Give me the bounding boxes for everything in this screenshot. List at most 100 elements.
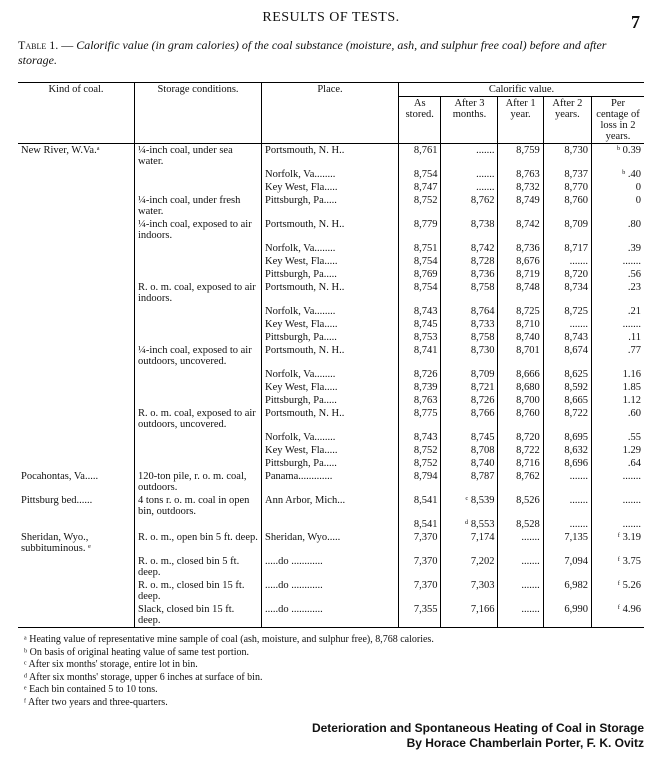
cell-y2: 8,696 — [543, 457, 591, 470]
cell-y1: ....... — [498, 555, 543, 579]
cell-pct: ᶠ 3.75 — [592, 555, 645, 579]
table-row: Sheridan, Wyo., subbituminous. ᵉR. o. m.… — [18, 531, 644, 555]
cell-m3: 8,726 — [441, 394, 498, 407]
cell-m3: 7,303 — [441, 579, 498, 603]
cell-m3: 7,174 — [441, 531, 498, 555]
cell-kind — [18, 381, 135, 394]
cell-kind — [18, 268, 135, 281]
cell-place: Norfolk, Va........ — [262, 431, 399, 444]
cell-kind — [18, 603, 135, 628]
cell-m3: 8,740 — [441, 457, 498, 470]
cell-kind — [18, 431, 135, 444]
cell-pct: ....... — [592, 518, 645, 531]
cell-pct: .11 — [592, 331, 645, 344]
table-row: Pittsburgh, Pa.....8,7698,7368,7198,720.… — [18, 268, 644, 281]
cell-pct: ....... — [592, 318, 645, 331]
cell-y1: 8,732 — [498, 181, 543, 194]
cell-as: 8,743 — [399, 305, 441, 318]
cell-kind — [18, 218, 135, 242]
cell-place: Pittsburgh, Pa..... — [262, 331, 399, 344]
cell-m3: 8,736 — [441, 268, 498, 281]
cell-y1: 8,762 — [498, 470, 543, 494]
cell-kind — [18, 394, 135, 407]
cell-as: 7,370 — [399, 531, 441, 555]
cell-place: Key West, Fla..... — [262, 181, 399, 194]
cell-as: 8,741 — [399, 344, 441, 368]
cell-place: Pittsburgh, Pa..... — [262, 457, 399, 470]
col-kind: Kind of coal. — [18, 83, 135, 144]
table-row: R. o. m., closed bin 15 ft. deep......do… — [18, 579, 644, 603]
cell-as: 8,726 — [399, 368, 441, 381]
cell-y1: 8,748 — [498, 281, 543, 305]
cell-place: Key West, Fla..... — [262, 381, 399, 394]
cell-pct: 1.29 — [592, 444, 645, 457]
cell-cond — [135, 268, 262, 281]
cell-kind — [18, 518, 135, 531]
cell-as: 8,541 — [399, 494, 441, 518]
cell-as: 8,794 — [399, 470, 441, 494]
cell-y1: 8,676 — [498, 255, 543, 268]
table-row: ¼-inch coal, exposed to air outdoors, un… — [18, 344, 644, 368]
cell-m3: 7,166 — [441, 603, 498, 628]
cell-pct: .56 — [592, 268, 645, 281]
cell-as: 8,541 — [399, 518, 441, 531]
cell-as: 7,370 — [399, 555, 441, 579]
cell-kind — [18, 368, 135, 381]
cell-y1: 8,760 — [498, 407, 543, 431]
cell-y2: ....... — [543, 318, 591, 331]
cell-y1: 8,701 — [498, 344, 543, 368]
cell-y1: 8,722 — [498, 444, 543, 457]
cell-kind: Pocahontas, Va..... — [18, 470, 135, 494]
table-row: Pittsburgh, Pa.....8,7638,7268,7008,6651… — [18, 394, 644, 407]
table-caption: Table 1. — Calorific value (in gram calo… — [18, 38, 644, 68]
cell-pct: ....... — [592, 255, 645, 268]
cell-m3: 8,758 — [441, 281, 498, 305]
cell-cond — [135, 305, 262, 318]
cell-y2: 8,743 — [543, 331, 591, 344]
cell-y1: 8,749 — [498, 194, 543, 218]
cell-pct: .21 — [592, 305, 645, 318]
cell-pct: 0 — [592, 194, 645, 218]
cell-cond — [135, 368, 262, 381]
cell-cond: Slack, closed bin 15 ft. deep. — [135, 603, 262, 628]
table-row: Key West, Fla.....8,7548,7288,676.......… — [18, 255, 644, 268]
cell-kind — [18, 281, 135, 305]
cell-as: 8,752 — [399, 194, 441, 218]
cell-cond: ¼-inch coal, under fresh water. — [135, 194, 262, 218]
col-after-2y: After 2 years. — [543, 97, 591, 144]
cell-m3: 8,738 — [441, 218, 498, 242]
cell-as: 8,761 — [399, 144, 441, 169]
cell-place: Pittsburgh, Pa..... — [262, 394, 399, 407]
credit-title: Deterioration and Spontaneous Heating of… — [18, 721, 644, 736]
cell-y1: 8,736 — [498, 242, 543, 255]
table-row: Norfolk, Va........8,7438,7458,7208,695.… — [18, 431, 644, 444]
cell-y1: 8,763 — [498, 168, 543, 181]
cell-as: 8,743 — [399, 431, 441, 444]
cell-as: 8,754 — [399, 255, 441, 268]
cell-as: 8,769 — [399, 268, 441, 281]
table-row: Key West, Fla.....8,7458,7338,710.......… — [18, 318, 644, 331]
cell-place: Portsmouth, N. H.. — [262, 407, 399, 431]
table-row: New River, W.Va.ᵃ¼-inch coal, under sea … — [18, 144, 644, 169]
table-row: R. o. m. coal, exposed to air indoors.Po… — [18, 281, 644, 305]
cell-m3: 8,728 — [441, 255, 498, 268]
cell-cond: 120-ton pile, r. o. m. coal, outdoors. — [135, 470, 262, 494]
cell-m3: 8,721 — [441, 381, 498, 394]
cell-cond — [135, 318, 262, 331]
table-label: Table 1. — [18, 38, 58, 52]
cell-pct: ....... — [592, 470, 645, 494]
cell-cond — [135, 394, 262, 407]
cell-m3: ....... — [441, 144, 498, 169]
cell-cond — [135, 518, 262, 531]
cell-as: 8,752 — [399, 457, 441, 470]
cell-as: 7,355 — [399, 603, 441, 628]
cell-kind — [18, 242, 135, 255]
cell-y1: ....... — [498, 531, 543, 555]
cell-cond — [135, 431, 262, 444]
footnote-c: ᶜ After six months' storage, entire lot … — [18, 659, 644, 672]
cell-pct: .77 — [592, 344, 645, 368]
cell-pct: .64 — [592, 457, 645, 470]
table-row: R. o. m. coal, exposed to air outdoors, … — [18, 407, 644, 431]
cell-y1: 8,759 — [498, 144, 543, 169]
cell-y2: 8,720 — [543, 268, 591, 281]
